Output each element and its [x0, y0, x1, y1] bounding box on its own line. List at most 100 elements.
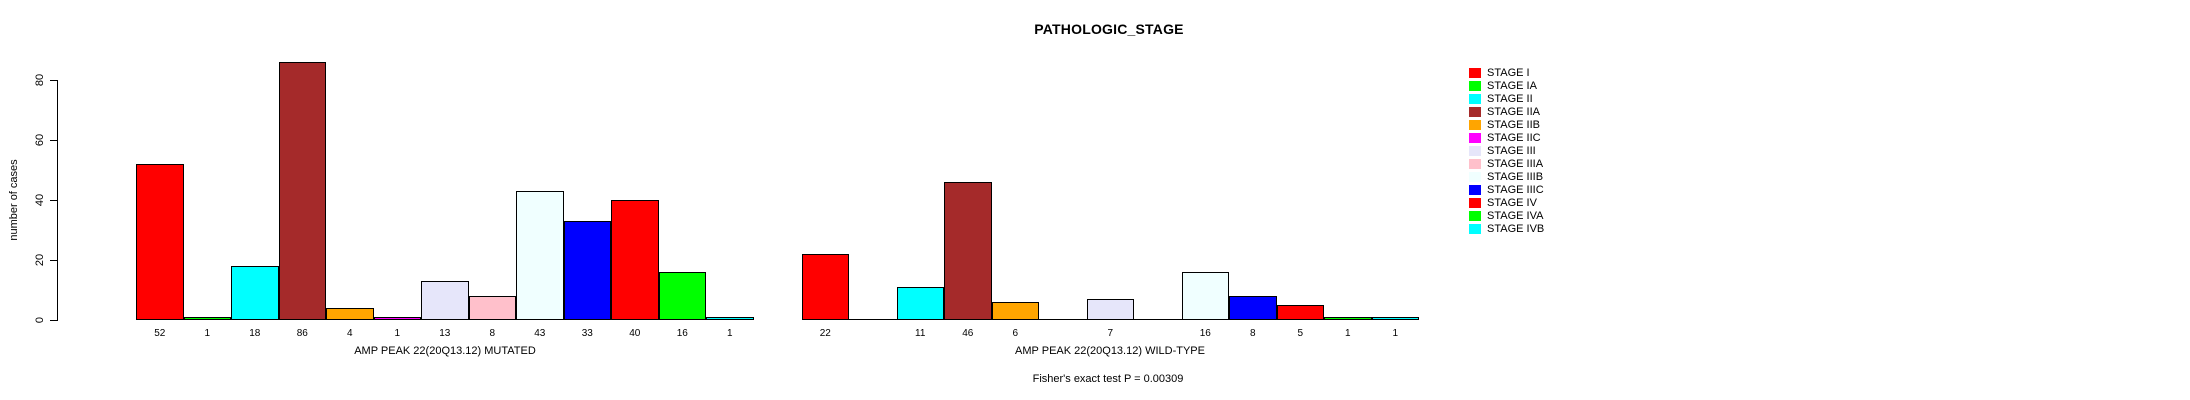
legend-item-stage-iiib: STAGE IIIB [1469, 170, 1544, 183]
legend-swatch-icon [1469, 67, 1481, 78]
y-tick-label: 0 [34, 316, 46, 324]
y-axis-title: number of cases [8, 159, 20, 241]
legend-item-stage-iii: STAGE III [1469, 144, 1544, 157]
legend-swatch-icon [1469, 171, 1481, 182]
bar-value-label: 86 [296, 328, 308, 339]
zero-bar-stage-iiia-group1 [1134, 319, 1182, 320]
y-axis-line [57, 80, 58, 321]
legend-swatch-icon [1469, 184, 1481, 195]
bar-stage-iii-group0 [421, 281, 469, 320]
legend-swatch-icon [1469, 132, 1481, 143]
bar-value-label: 16 [1199, 328, 1211, 339]
bar-value-label: 46 [962, 328, 974, 339]
legend-item-stage-iv: STAGE IV [1469, 196, 1544, 209]
bar-stage-iva-group0 [658, 272, 706, 320]
y-tick-mark [50, 140, 57, 141]
legend-swatch-icon [1469, 106, 1481, 117]
bar-value-label: 4 [346, 328, 353, 339]
bar-stage-iv-group0 [611, 200, 659, 320]
bar-value-label: 7 [1107, 328, 1114, 339]
bar-stage-i-group1 [801, 254, 849, 320]
bar-stage-iiia-group0 [468, 296, 516, 320]
legend-item-stage-iiic: STAGE IIIC [1469, 183, 1544, 196]
bar-value-label: 1 [726, 328, 733, 339]
bar-value-label: 5 [1297, 328, 1304, 339]
bar-stage-iii-group1 [1086, 299, 1134, 320]
bar-value-label: 1 [204, 328, 211, 339]
legend-label: STAGE III [1487, 144, 1536, 157]
bar-value-label: 8 [1249, 328, 1256, 339]
y-tick-mark [50, 320, 57, 321]
bar-stage-i-group0 [136, 164, 184, 320]
legend-label: STAGE IVB [1487, 222, 1545, 235]
bar-value-label: 22 [819, 328, 831, 339]
bar-value-label: 40 [629, 328, 641, 339]
y-tick-label: 40 [34, 193, 46, 207]
legend-label: STAGE IVA [1487, 209, 1544, 222]
y-tick-label: 80 [34, 73, 46, 87]
bar-stage-iv-group1 [1276, 305, 1324, 320]
bar-stage-iiib-group1 [1181, 272, 1229, 320]
bar-stage-iiic-group1 [1229, 296, 1277, 320]
bar-stage-iib-group0 [326, 308, 374, 320]
legend-label: STAGE IIIC [1487, 183, 1544, 196]
legend-item-stage-iva: STAGE IVA [1469, 209, 1544, 222]
legend-swatch-icon [1469, 197, 1481, 208]
legend-item-stage-iia: STAGE IIA [1469, 105, 1544, 118]
bar-value-label: 43 [534, 328, 546, 339]
legend-label: STAGE IIIA [1487, 157, 1544, 170]
bar-value-label: 6 [1012, 328, 1019, 339]
bar-stage-ia-group0 [183, 317, 231, 320]
legend-item-stage-i: STAGE I [1469, 66, 1544, 79]
y-tick-mark [50, 200, 57, 201]
legend-item-stage-ia: STAGE IA [1469, 79, 1544, 92]
bar-value-label: 1 [1344, 328, 1351, 339]
bar-stage-ii-group0 [231, 266, 279, 320]
legend-item-stage-ii: STAGE II [1469, 92, 1544, 105]
legend-label: STAGE II [1487, 92, 1533, 105]
bar-value-label: 16 [676, 328, 688, 339]
fisher-test-note: Fisher's exact test P = 0.00309 [1032, 373, 1184, 385]
bar-value-label: 8 [489, 328, 496, 339]
legend-swatch-icon [1469, 158, 1481, 169]
zero-bar-stage-iic-group1 [1039, 319, 1087, 320]
bar-stage-iia-group1 [944, 182, 992, 320]
bar-value-label: 13 [439, 328, 451, 339]
legend-swatch-icon [1469, 210, 1481, 221]
bar-stage-ivb-group1 [1371, 317, 1419, 320]
bar-stage-ivb-group0 [706, 317, 754, 320]
legend-label: STAGE IIIB [1487, 170, 1544, 183]
bar-stage-ii-group1 [896, 287, 944, 320]
y-tick-label: 60 [34, 133, 46, 147]
legend-label: STAGE IIA [1487, 105, 1540, 118]
bar-value-label: 11 [915, 328, 926, 339]
legend-swatch-icon [1469, 223, 1481, 234]
stage-legend: STAGE I STAGE IA STAGE II STAGE IIA STAGE II… [1469, 66, 1544, 235]
legend-swatch-icon [1469, 80, 1481, 91]
legend-swatch-icon [1469, 119, 1481, 130]
legend-label: STAGE IIC [1487, 131, 1541, 144]
bar-stage-iva-group1 [1324, 317, 1372, 320]
bar-value-label: 1 [1392, 328, 1399, 339]
chart-title: PATHOLOGIC_STAGE [1034, 21, 1184, 37]
bar-value-label: 52 [154, 328, 166, 339]
bar-stage-iia-group0 [278, 62, 326, 320]
legend-label: STAGE IA [1487, 79, 1537, 92]
y-tick-mark [50, 80, 57, 81]
bar-value-label: 33 [581, 328, 593, 339]
legend-item-stage-ivb: STAGE IVB [1469, 222, 1544, 235]
legend-item-stage-iiia: STAGE IIIA [1469, 157, 1544, 170]
legend-swatch-icon [1469, 145, 1481, 156]
legend-label: STAGE IV [1487, 196, 1537, 209]
zero-bar-stage-ia-group1 [849, 319, 897, 320]
legend-item-stage-iic: STAGE IIC [1469, 131, 1544, 144]
legend-label: STAGE IIB [1487, 118, 1540, 131]
bar-stage-iic-group0 [373, 317, 421, 320]
bar-value-label: 1 [394, 328, 401, 339]
x-axis-label-mutated: AMP PEAK 22(20Q13.12) MUTATED [354, 345, 536, 357]
bar-stage-iiic-group0 [563, 221, 611, 320]
bar-stage-iib-group1 [991, 302, 1039, 320]
x-axis-label-wild-type: AMP PEAK 22(20Q13.12) WILD-TYPE [1015, 345, 1205, 357]
y-tick-label: 20 [34, 253, 46, 267]
